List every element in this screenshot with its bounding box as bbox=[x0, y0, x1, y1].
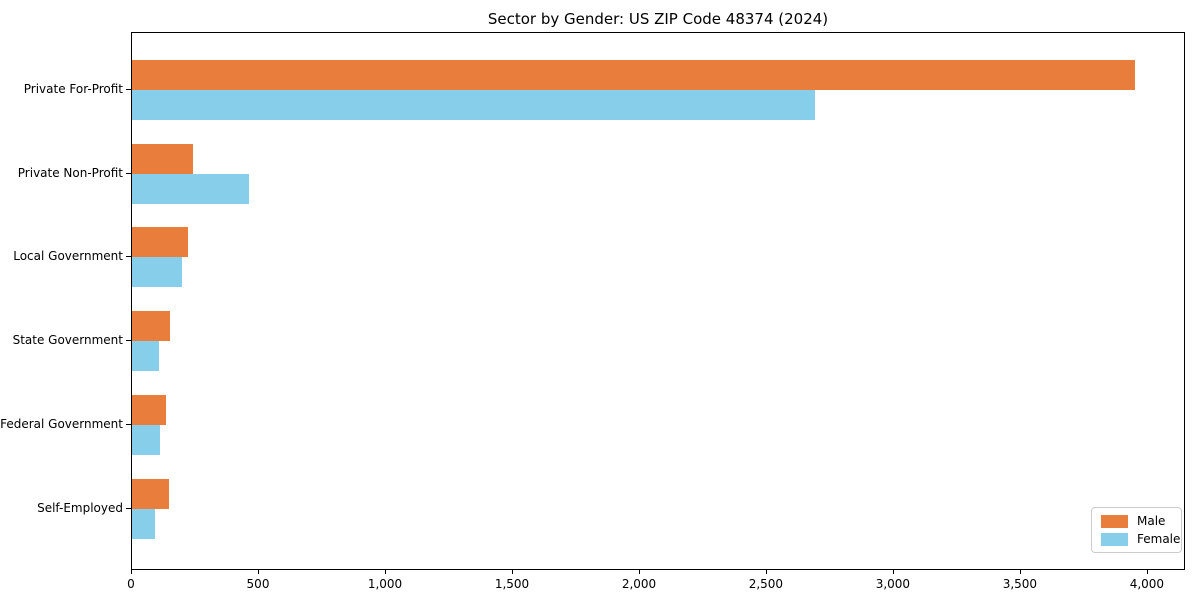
x-tick-label-2500: 2,500 bbox=[748, 577, 784, 591]
bar-male-self-employed bbox=[132, 478, 169, 509]
plot-area bbox=[131, 32, 1185, 570]
y-tick-mark bbox=[126, 89, 131, 90]
x-tick-label-0: 0 bbox=[127, 577, 135, 591]
x-tick-label-4000: 4,000 bbox=[1129, 577, 1165, 591]
male-color-swatch bbox=[1101, 514, 1128, 528]
y-tick-mark bbox=[126, 423, 131, 425]
bar-female-self-employed bbox=[132, 508, 155, 539]
x-tick-label-500: 500 bbox=[246, 577, 270, 591]
bar-male-private-for-profit bbox=[132, 60, 1136, 90]
x-tick-mark bbox=[892, 570, 894, 574]
y-axis-label-private-for-profit: Private For-Profit bbox=[23, 82, 123, 96]
y-tick-mark bbox=[126, 507, 131, 509]
x-tick-mark bbox=[1019, 570, 1021, 574]
y-axis-label-federal-government: Federal Government bbox=[0, 416, 123, 431]
x-tick-mark bbox=[639, 570, 640, 574]
y-axis-label-self-employed: Self-Employed bbox=[37, 500, 123, 515]
bar-male-local-government bbox=[132, 227, 188, 258]
y-tick-mark bbox=[126, 340, 131, 342]
bar-female-state-government bbox=[132, 341, 159, 372]
x-tick-mark bbox=[258, 570, 259, 574]
bar-male-federal-government bbox=[132, 394, 167, 425]
x-tick-mark bbox=[131, 570, 132, 574]
chart-title: Sector by Gender: US ZIP Code 48374 (202… bbox=[487, 10, 829, 28]
x-tick-mark bbox=[765, 570, 767, 574]
legend-item-female: Female bbox=[1101, 532, 1180, 546]
bar-male-private-non-profit bbox=[132, 143, 193, 174]
y-tick-mark bbox=[126, 172, 131, 174]
bar-male-state-government bbox=[132, 311, 171, 342]
x-tick-label-3500: 3,500 bbox=[1002, 577, 1038, 591]
bar-female-federal-government bbox=[132, 424, 160, 455]
legend-label-male: Male bbox=[1137, 514, 1166, 528]
y-axis-label-private-non-profit: Private Non-Profit bbox=[17, 165, 123, 180]
y-tick-mark bbox=[126, 256, 131, 258]
bar-female-private-for-profit bbox=[132, 90, 816, 120]
x-tick-mark bbox=[512, 570, 513, 574]
y-axis-label-local-government: Local Government bbox=[13, 249, 123, 264]
legend-item-male: Male bbox=[1101, 514, 1173, 528]
x-tick-mark bbox=[1146, 570, 1148, 574]
x-tick-mark bbox=[385, 570, 386, 574]
bar-female-private-non-profit bbox=[132, 173, 249, 204]
legend: Male Female bbox=[1091, 507, 1182, 553]
bar-female-local-government bbox=[132, 257, 182, 288]
x-tick-label-2000: 2,000 bbox=[621, 577, 657, 591]
x-tick-label-1500: 1,500 bbox=[494, 577, 530, 591]
y-axis-label-state-government: State Government bbox=[12, 333, 123, 348]
x-tick-label-3000: 3,000 bbox=[875, 577, 911, 591]
female-color-swatch bbox=[1101, 532, 1128, 546]
legend-label-female: Female bbox=[1137, 532, 1181, 546]
x-tick-label-1000: 1,000 bbox=[367, 577, 403, 591]
